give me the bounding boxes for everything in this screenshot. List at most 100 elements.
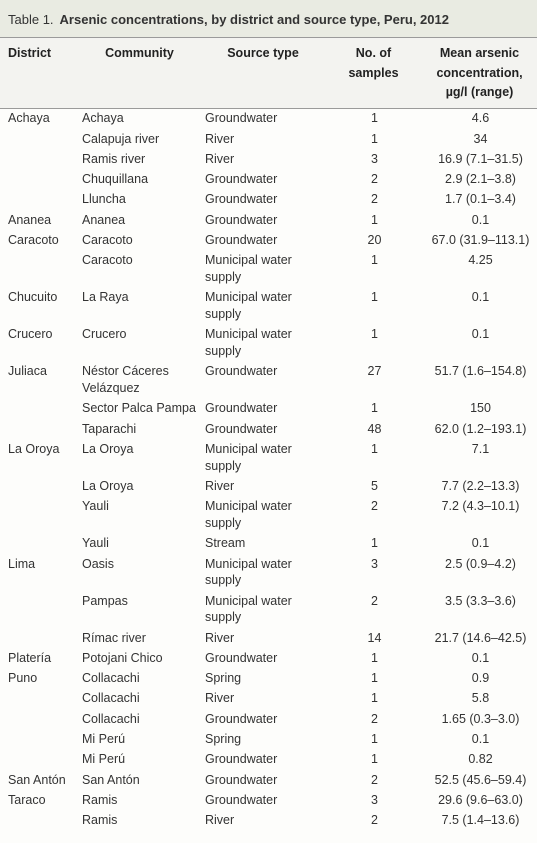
header-text: No. of samples [348,46,399,80]
community-cell: Yauli [82,499,109,514]
table-row: Ramis river River 3 16.9 (7.1–31.5) [0,149,537,169]
source-type-cell: River [205,151,235,166]
samples-cell: 1 [371,290,378,305]
source-type-cell: Groundwater [205,421,278,436]
source-type-cell: Spring [205,671,242,686]
source-type-cell: Spring [205,732,242,747]
community-cell: Collacachi [82,671,140,686]
community-cell: Ramis river [82,151,146,166]
community-cell: Chuquillana [82,172,149,187]
source-type-cell: River [205,478,235,493]
samples-cell: 2 [371,499,378,514]
table-row: Mi Perú Spring 1 0.1 [0,729,537,749]
mean-cell: 67.0 (31.9–113.1) [431,233,530,248]
samples-cell: 1 [371,401,378,416]
community-cell: Collacachi [82,691,140,706]
samples-cell: 1 [371,111,378,126]
samples-cell: 1 [371,691,378,706]
community-cell: Mi Perú [82,732,126,747]
mean-cell: 7.7 (2.2–13.3) [441,478,520,493]
samples-cell: 1 [371,441,378,456]
table-row: Chucuito La Raya Municipal water supply 1 0.… [0,288,537,325]
samples-cell: 48 [367,421,382,436]
community-cell: Rímac river [82,630,146,645]
source-type-cell: Groundwater [205,650,278,665]
table-row: Crucero Crucero Municipal water supply 1 0.1 [0,325,537,362]
mean-cell: 62.0 (1.2–193.1) [434,421,527,436]
mean-cell: 52.5 (45.6–59.4) [434,772,527,787]
community-cell: Mi Perú [82,752,126,767]
mean-cell: 1.65 (0.3–3.0) [441,711,520,726]
community-cell: San Antón [82,772,140,787]
mean-cell: 34 [473,131,488,146]
mean-cell: 7.2 (4.3–10.1) [441,499,520,514]
table-row: Taparachi Groundwater 48 62.0 (1.2–193.1) [0,419,537,439]
source-type-cell: Groundwater [205,792,278,807]
source-type-cell: River [205,131,235,146]
mean-cell: 29.6 (9.6–63.0) [438,792,523,807]
samples-cell: 1 [371,536,378,551]
district-cell: Puno [8,671,38,686]
mean-cell: 0.82 [468,752,493,767]
community-cell: Taparachi [82,421,137,436]
community-cell: Potojani Chico [82,650,163,665]
samples-cell: 3 [371,151,378,166]
district-cell: Ananea [8,212,52,227]
mean-cell: 21.7 (14.6–42.5) [434,630,527,645]
mean-cell: 5.8 [471,691,490,706]
mean-cell: 1.7 (0.1–3.4) [445,192,516,207]
header-row: District Community Source type No. of sampl… [0,38,537,109]
table-title: Arsenic concentrations, by district and … [59,12,449,27]
mean-cell: 2.5 (0.9–4.2) [445,556,516,571]
community-cell: Ramis [82,792,118,807]
source-type-cell: River [205,813,235,828]
community-cell: Crucero [82,327,127,342]
samples-cell: 14 [367,630,382,645]
community-cell: Ramis [82,813,118,828]
district-cell: Lima [8,556,36,571]
title-bar: Table 1. Arsenic concentrations, by distr… [0,0,537,38]
header-cell: Community [78,38,201,109]
mean-cell: 7.1 [471,441,490,456]
source-type-cell: Groundwater [205,711,278,726]
district-cell: La Oroya [8,441,60,456]
table-row: Lima Oasis Municipal water supply 3 2.5 (0.9… [0,554,537,591]
community-cell: La Oroya [82,478,134,493]
source-type-cell: Groundwater [205,752,278,767]
header-text: District [8,46,52,60]
community-cell: Lluncha [82,192,126,207]
mean-cell: 16.9 (7.1–31.5) [438,151,523,166]
mean-cell: 0.1 [471,536,490,551]
district-cell: Crucero [8,327,53,342]
community-cell: Pampas [82,593,128,608]
source-type-cell: Municipal water supply [205,556,292,588]
district-cell: Caracoto [8,233,59,248]
mean-cell: 0.9 [471,671,490,686]
source-type-cell: Municipal water supply [205,499,292,530]
community-cell: Ananea [82,212,126,227]
table-row: Ananea Ananea Groundwater 1 0.1 [0,210,537,230]
table-row: La Oroya River 5 7.7 (2.2–13.3) [0,476,537,496]
community-cell: Achaya [82,111,124,126]
table-row: Platería Potojani Chico Groundwater 1 0.1 [0,648,537,668]
header-text: Mean arsenic concentration, µg/l (range) [436,46,523,99]
source-type-cell: Municipal water supply [205,253,292,285]
source-type-cell: Groundwater [205,364,278,379]
district-cell: Taraco [8,792,46,807]
samples-cell: 1 [371,650,378,665]
table-row: Taraco Ramis Groundwater 3 29.6 (9.6–63.0) [0,790,537,810]
source-type-cell: Groundwater [205,172,278,187]
source-type-cell: Groundwater [205,772,278,787]
mean-cell: 4.6 [471,111,490,126]
samples-cell: 1 [371,253,378,268]
samples-cell: 1 [371,671,378,686]
samples-cell: 20 [367,233,382,248]
table-row: Achaya Achaya Groundwater 1 4.6 [0,108,537,129]
samples-cell: 2 [371,813,378,828]
table-row: Ramis River 2 7.5 (1.4–13.6) [0,810,537,830]
samples-cell: 1 [371,732,378,747]
table-row: Lluncha Groundwater 2 1.7 (0.1–3.4) [0,190,537,210]
table-row: Mi Perú Groundwater 1 0.82 [0,750,537,770]
table-row: Juliaca Néstor Cáceres Velázquez Groundwat… [0,362,537,399]
source-type-cell: Municipal water supply [205,290,292,322]
